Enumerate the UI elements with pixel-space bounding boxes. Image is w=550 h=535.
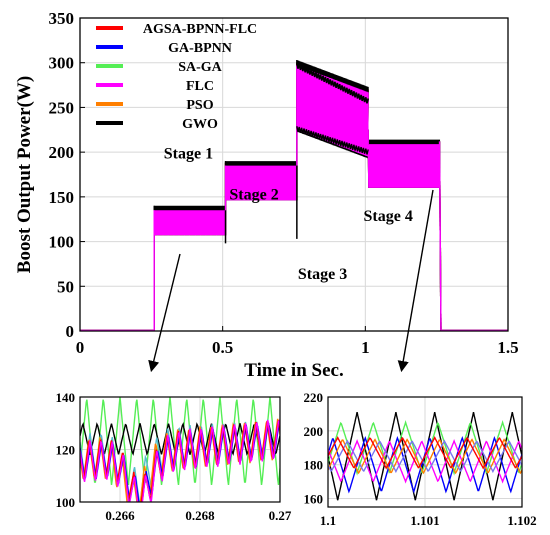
stage-label: Stage 3 — [298, 266, 347, 283]
stage-label: Stage 2 — [229, 187, 278, 204]
inset-x-tick-label: 0.27 — [269, 508, 292, 523]
y-tick-label: 0 — [66, 322, 75, 341]
series-edge — [438, 141, 442, 332]
series-band — [224, 165, 298, 201]
x-tick-label: 1.5 — [497, 338, 518, 357]
y-tick-label: 200 — [49, 143, 75, 162]
main-chart: 0 0.5 1 1.5 0 50 100 150 200 250 300 350 Time in Sec… — [14, 9, 519, 381]
inset-traces — [80, 397, 280, 502]
inset-x-tick-label: 1.101 — [410, 513, 439, 528]
inset-y-tick-label: 120 — [56, 443, 76, 458]
inset-x-tick-label: 1.1 — [320, 513, 336, 528]
inset-y-tick-label: 200 — [304, 424, 324, 439]
zoom-arrow-left — [148, 253, 181, 373]
inset-trace — [328, 436, 522, 470]
series-band — [296, 65, 369, 157]
legend-label: GA-BPNN — [168, 41, 232, 56]
legend-label: AGSA-BPNN-FLC — [143, 22, 257, 37]
legend: AGSA-BPNN-FLC GA-BPNN SA-GA FLC PSO GWO — [96, 22, 257, 132]
legend-label: FLC — [186, 79, 214, 94]
transient-spikes — [224, 62, 369, 244]
legend-label: SA-GA — [178, 60, 222, 75]
zoom-arrows — [148, 189, 434, 373]
inset-frame — [327, 396, 523, 508]
inset-y-tick-label: 180 — [304, 458, 324, 473]
inset-trace — [328, 438, 522, 475]
y-tick-label: 150 — [49, 188, 75, 207]
zoom-arrow-right — [397, 189, 434, 373]
inset-y-tick-label: 160 — [304, 492, 324, 507]
y-tick-label: 100 — [49, 233, 75, 252]
x-tick-label: 0 — [76, 338, 85, 357]
y-tick-label: 300 — [49, 54, 75, 73]
y-tick-label: 250 — [49, 98, 75, 117]
inset-traces — [328, 412, 522, 501]
series-band — [367, 144, 441, 188]
legend-label: PSO — [186, 98, 213, 113]
inset-trace — [80, 419, 280, 502]
y-tick-label: 350 — [49, 9, 75, 28]
inset-x-tick-label: 0.268 — [185, 508, 215, 523]
x-tick-label: 1 — [361, 338, 370, 357]
ticks: 0 0.5 1 1.5 0 50 100 150 200 250 300 350 — [49, 9, 519, 357]
gwo-upper-trend — [296, 62, 369, 104]
plot-frame — [79, 17, 509, 332]
inset-trace — [328, 435, 522, 494]
x-tick-label: 0.5 — [212, 338, 233, 357]
stage-label: Stage 4 — [363, 208, 412, 225]
inset-y-tick-label: 220 — [304, 390, 324, 405]
inset-x-tick-label: 0.266 — [105, 508, 135, 523]
inset-y-tick-label: 100 — [56, 495, 76, 510]
legend-label: GWO — [182, 117, 218, 132]
inset-chart-stage1: 0.266 0.268 0.27 100 120 140 — [56, 390, 292, 523]
inset-chart-stage4: 1.1 1.101 1.102 160 180 200 220 — [304, 390, 537, 528]
inset-trace — [80, 397, 280, 486]
y-axis-title: Boost Output Power(W) — [14, 76, 35, 273]
inset-trace — [328, 419, 522, 476]
inset-x-tick-label: 1.102 — [507, 513, 536, 528]
gwo-lower-trend — [296, 126, 369, 155]
inset-y-tick-label: 140 — [56, 390, 76, 405]
y-tick-label: 50 — [57, 277, 74, 296]
stage-label: Stage 1 — [164, 145, 213, 162]
inset-frame — [79, 396, 281, 503]
inset-trace — [328, 439, 522, 474]
inset-trace — [328, 438, 522, 484]
x-axis-title: Time in Sec. — [244, 360, 343, 381]
series-band — [153, 210, 227, 236]
